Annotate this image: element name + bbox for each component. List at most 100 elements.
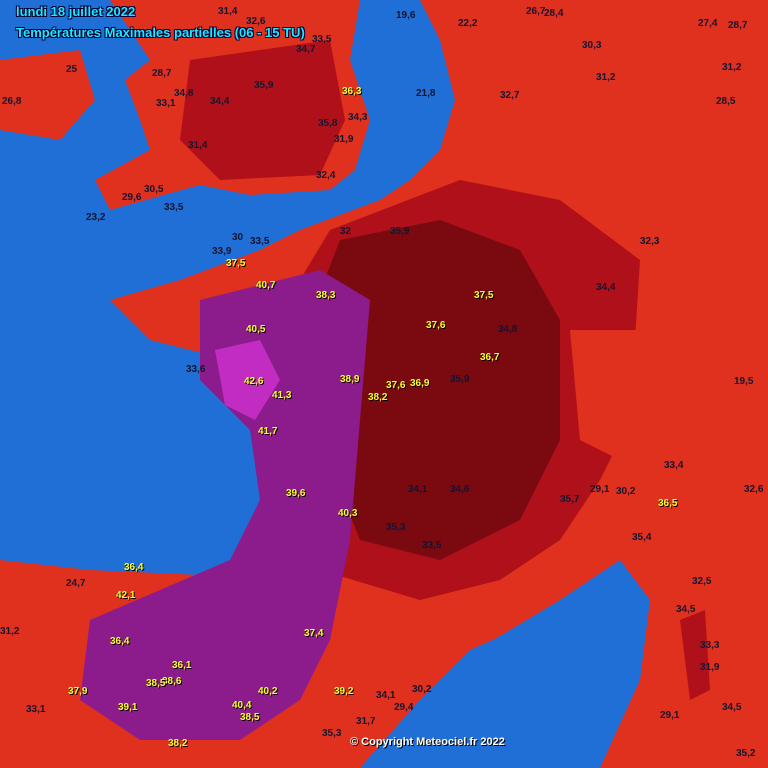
temperature-label: 35,7 xyxy=(560,494,580,505)
temperature-label: 28,7 xyxy=(728,20,748,31)
temperature-label: 36,3 xyxy=(342,86,362,97)
temperature-label: 37,5 xyxy=(474,290,494,301)
temperature-label: 35,4 xyxy=(632,532,652,543)
map-subtitle: Températures Maximales partielles (06 - … xyxy=(16,25,305,40)
temperature-label: 33,6 xyxy=(186,364,206,375)
temperature-label: 35,9 xyxy=(450,374,470,385)
temperature-label: 35,8 xyxy=(318,118,338,129)
temperature-label: 36,4 xyxy=(124,562,144,573)
temperature-label: 35,9 xyxy=(390,226,410,237)
temperature-label: 38,2 xyxy=(168,738,188,749)
temperature-label: 31,2 xyxy=(596,72,616,83)
temperature-label: 42,1 xyxy=(116,590,136,601)
temperature-label: 19,6 xyxy=(396,10,416,21)
temperature-label: 30 xyxy=(232,232,244,243)
temperature-label: 36,7 xyxy=(480,352,500,363)
temperature-label: 34,3 xyxy=(348,112,368,123)
temperature-label: 31,2 xyxy=(722,62,742,73)
temperature-label: 36,5 xyxy=(658,498,678,509)
temperature-label: 36,1 xyxy=(172,660,192,671)
temperature-label: 34,4 xyxy=(596,282,616,293)
temperature-label: 40,3 xyxy=(338,508,358,519)
temperature-label: 33,5 xyxy=(164,202,184,213)
temperature-label: 40,4 xyxy=(232,700,252,711)
temperature-label: 39,6 xyxy=(286,488,306,499)
temperature-label: 32,5 xyxy=(692,576,712,587)
temperature-label: 38,5 xyxy=(240,712,260,723)
temperature-label: 40,2 xyxy=(258,686,278,697)
temperature-label: 37,6 xyxy=(426,320,446,331)
temperature-label: 30,2 xyxy=(412,684,432,695)
temperature-label: 36,9 xyxy=(410,378,430,389)
landmass-ireland xyxy=(0,50,95,140)
copyright: © Copyright Meteociel.fr 2022 xyxy=(350,736,505,748)
temperature-label: 26,7 xyxy=(526,6,546,17)
temperature-label: 32,6 xyxy=(744,484,764,495)
temperature-label: 41,7 xyxy=(258,426,278,437)
temperature-label: 39,2 xyxy=(334,686,354,697)
temperature-label: 30,2 xyxy=(616,486,636,497)
temperature-label: 38,3 xyxy=(316,290,336,301)
temperature-label: 37,4 xyxy=(304,628,324,639)
temperature-label: 34,7 xyxy=(296,44,316,55)
temperature-label: 37,9 xyxy=(68,686,88,697)
temperature-label: 36,4 xyxy=(110,636,130,647)
temperature-label: 32 xyxy=(340,226,352,237)
temperature-label: 41,3 xyxy=(272,390,292,401)
temperature-label: 30,5 xyxy=(144,184,164,195)
temperature-label: 24,7 xyxy=(66,578,86,589)
temperature-label: 28,7 xyxy=(152,68,172,79)
temperature-label: 22,2 xyxy=(458,18,478,29)
temperature-label: 34,4 xyxy=(210,96,230,107)
temperature-label: 35,3 xyxy=(322,728,342,739)
temperature-label: 23,2 xyxy=(86,212,106,223)
extreme-heat-zone xyxy=(80,270,370,740)
temperature-label: 32,7 xyxy=(500,90,520,101)
temperature-label: 33,5 xyxy=(422,540,442,551)
landmass-corsica xyxy=(680,610,710,700)
temperature-label: 37,6 xyxy=(386,380,406,391)
temperature-label: 33,3 xyxy=(700,640,720,651)
temperature-label: 34,8 xyxy=(498,324,518,335)
temperature-label: 38,2 xyxy=(368,392,388,403)
temperature-label: 35,2 xyxy=(736,748,756,759)
temperature-label: 38,6 xyxy=(162,676,182,687)
temperature-label: 31,4 xyxy=(188,140,208,151)
temperature-label: 19,5 xyxy=(734,376,754,387)
temperature-label: 33,1 xyxy=(156,98,176,109)
temperature-label: 33,5 xyxy=(250,236,270,247)
temperature-label: 33,4 xyxy=(664,460,684,471)
temperature-label: 30,3 xyxy=(582,40,602,51)
temperature-label: 34,5 xyxy=(676,604,696,615)
temperature-label: 33,9 xyxy=(212,246,232,257)
temperature-label: 29,1 xyxy=(590,484,610,495)
temperature-label: 33,1 xyxy=(26,704,46,715)
temperature-label: 31,9 xyxy=(334,134,354,145)
temperature-label: 40,7 xyxy=(256,280,276,291)
temperature-label: 32,3 xyxy=(640,236,660,247)
temperature-label: 38,9 xyxy=(340,374,360,385)
temperature-label: 31,4 xyxy=(218,6,238,17)
temperature-label: 29,1 xyxy=(660,710,680,721)
temperature-label: 42,6 xyxy=(244,376,264,387)
temperature-label: 40,5 xyxy=(246,324,266,335)
temperature-label: 34,8 xyxy=(174,88,194,99)
temperature-label: 31,7 xyxy=(356,716,376,727)
temperature-label: 33,5 xyxy=(312,34,332,45)
temperature-label: 28,4 xyxy=(544,8,564,19)
temperature-label: 26,8 xyxy=(2,96,22,107)
temperature-label: 39,1 xyxy=(118,702,138,713)
temperature-label: 34,6 xyxy=(450,484,470,495)
temperature-label: 21,8 xyxy=(416,88,436,99)
temperature-label: 38,5 xyxy=(146,678,166,689)
temperature-label: 31,2 xyxy=(0,626,20,637)
temperature-label: 35,9 xyxy=(254,80,274,91)
temperature-label: 34,1 xyxy=(376,690,396,701)
temperature-label: 29,6 xyxy=(122,192,142,203)
temperature-label: 34,5 xyxy=(722,702,742,713)
temperature-label: 37,5 xyxy=(226,258,246,269)
temperature-label: 28,5 xyxy=(716,96,736,107)
temperature-label: 31,9 xyxy=(700,662,720,673)
temperature-label: 29,4 xyxy=(394,702,414,713)
